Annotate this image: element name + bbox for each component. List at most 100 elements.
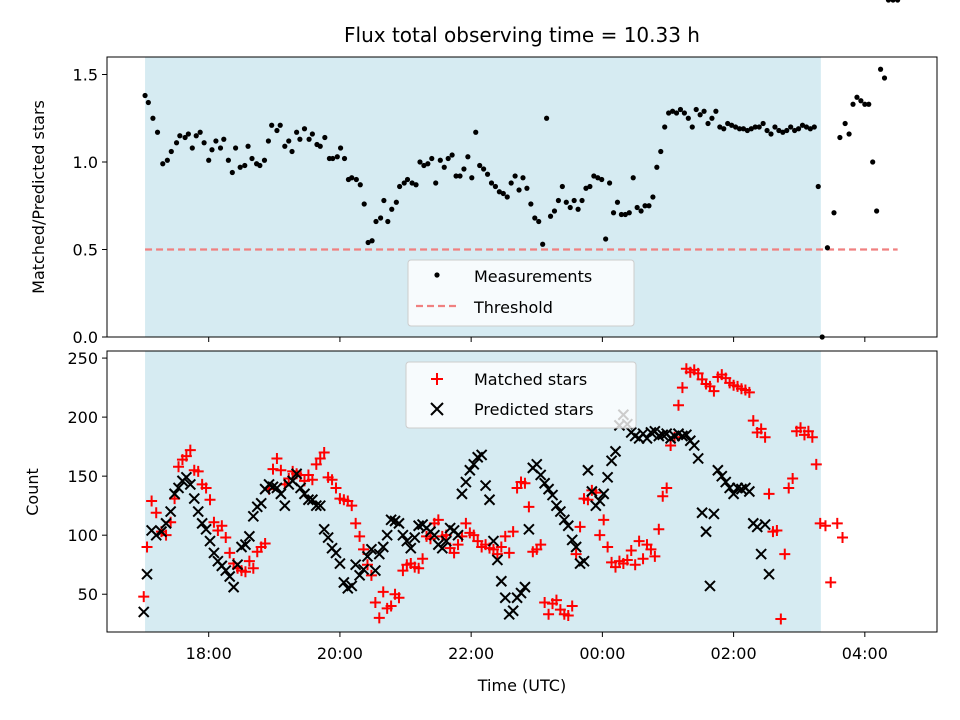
matched-star-point <box>535 539 547 551</box>
matched-star-point <box>806 431 818 443</box>
predicted-star-point <box>381 529 393 541</box>
matched-star-point <box>146 495 158 507</box>
predicted-star-point <box>483 494 496 506</box>
measurement-point <box>286 138 292 144</box>
predicted-star-point <box>696 507 708 519</box>
bottom-legend-box <box>405 361 637 429</box>
bottom-y-tick-label: 50 <box>78 585 98 604</box>
measurement-point <box>401 180 407 186</box>
measurement-point <box>681 110 687 116</box>
predicted-star-point <box>255 497 267 510</box>
matched-star-point <box>743 386 755 398</box>
predicted-star-point <box>306 494 319 506</box>
predicted-star-point <box>168 488 181 500</box>
predicted-star-point <box>704 580 716 592</box>
measurement-point <box>465 154 471 160</box>
measurement-point <box>209 147 215 153</box>
measurement-point <box>322 134 328 141</box>
predicted-star-point <box>180 471 193 484</box>
measurement-point <box>764 127 770 134</box>
measurement-point <box>756 124 762 130</box>
measurement-point <box>389 206 395 212</box>
measurement-point <box>484 171 491 177</box>
measurement-point <box>516 187 522 193</box>
measurement-point <box>697 112 703 118</box>
measurement-point <box>685 115 691 121</box>
predicted-star-point <box>440 535 452 547</box>
measurement-point <box>729 122 735 128</box>
measurement-point <box>449 152 455 158</box>
predicted-star-point <box>700 525 712 538</box>
measurement-point <box>571 197 577 204</box>
matched-star-point <box>224 547 236 559</box>
matched-star-point <box>432 514 444 526</box>
legend-matched-label: Matched stars <box>474 370 587 389</box>
measurement-point <box>381 197 387 204</box>
measurement-point <box>760 120 766 127</box>
predicted-star-point <box>200 523 212 535</box>
measurement-point <box>807 126 813 132</box>
measurement-point <box>532 215 538 221</box>
matched-star-point <box>267 463 279 475</box>
measurement-point <box>744 127 750 134</box>
matched-star-point <box>318 447 330 459</box>
predicted-star-point <box>428 529 441 541</box>
measurement-point <box>646 203 652 209</box>
predicted-star-point <box>542 483 555 495</box>
measurement-point <box>481 166 487 172</box>
predicted-star-point <box>456 488 468 500</box>
predicted-star-point <box>534 469 547 481</box>
predicted-star-point <box>554 505 567 518</box>
matched-star-point <box>150 507 162 519</box>
measurement-point <box>457 173 463 179</box>
measurement-point <box>780 129 786 135</box>
measurement-point <box>551 208 558 214</box>
predicted-star-point <box>310 499 323 512</box>
measurement-point <box>261 157 268 163</box>
predicted-star-point <box>279 499 291 512</box>
legend-measurements-marker <box>434 272 440 278</box>
measurement-point <box>301 126 308 132</box>
predicted-star-point <box>759 518 771 531</box>
measurement-point <box>265 138 272 144</box>
bottom-panel-data <box>138 363 849 625</box>
predicted-star-point <box>499 592 511 604</box>
predicted-star-point <box>397 529 409 541</box>
measurement-point <box>634 204 640 211</box>
measurement-point <box>536 218 542 225</box>
matched-star-point <box>247 562 259 574</box>
measurement-point <box>591 173 597 179</box>
matched-star-point <box>448 547 460 559</box>
measurement-point <box>662 124 668 130</box>
measurement-point <box>736 126 743 132</box>
measurement-point <box>168 148 174 155</box>
measurement-point <box>361 201 367 207</box>
predicted-star-point <box>755 548 767 560</box>
measurement-point <box>725 120 731 127</box>
predicted-star-point <box>196 517 208 530</box>
measurement-point <box>547 213 554 219</box>
measurement-point <box>874 208 880 214</box>
predicted-star-point <box>141 568 153 580</box>
predicted-star-point <box>223 570 236 583</box>
matched-star-point <box>220 532 232 544</box>
matched-star-point <box>397 565 409 577</box>
measurement-point <box>520 175 526 181</box>
measurement-point <box>638 208 644 214</box>
measurement-point <box>182 134 188 141</box>
measurement-point <box>177 133 183 139</box>
measurement-point <box>563 199 569 205</box>
predicted-star-point <box>338 576 350 589</box>
predicted-star-point <box>220 564 232 577</box>
measurement-point <box>583 185 589 191</box>
predicted-star-point <box>401 535 413 547</box>
measurement-point <box>473 129 479 135</box>
matched-star-point <box>310 458 322 470</box>
measurement-point <box>294 129 300 135</box>
predicted-star-point <box>531 458 543 471</box>
matched-star-point <box>204 494 216 506</box>
matched-star-point <box>491 548 503 560</box>
predicted-star-point <box>314 499 326 512</box>
matched-star-point <box>661 482 673 494</box>
measurement-point <box>274 127 280 134</box>
